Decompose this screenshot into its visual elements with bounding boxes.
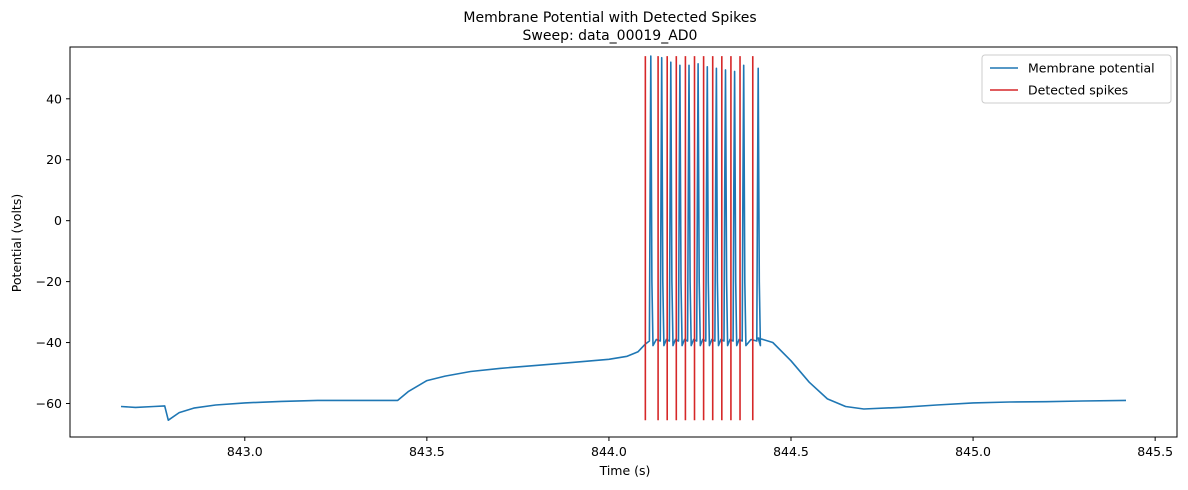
x-tick-label: 845.0	[955, 444, 991, 459]
y-tick-label: 40	[46, 91, 62, 106]
x-axis: 843.0 843.5 844.0 844.5 845.0 845.5	[227, 437, 1173, 459]
x-tick-label: 843.0	[227, 444, 263, 459]
y-tick-label: −60	[36, 396, 62, 411]
membrane-potential-line	[120, 55, 1127, 421]
plot-area	[69, 46, 1178, 438]
y-axis-label: Potential (volts)	[9, 194, 24, 292]
x-tick-label: 844.5	[773, 444, 809, 459]
chart-title: Membrane Potential with Detected Spikes	[463, 10, 756, 26]
legend-label: Membrane potential	[1028, 61, 1155, 76]
legend-box	[981, 54, 1172, 104]
x-axis-label: Time (s)	[599, 463, 651, 478]
x-tick-label: 844.0	[591, 444, 627, 459]
y-tick-label: −40	[36, 335, 62, 350]
y-tick-label: −20	[36, 274, 62, 289]
y-tick-label: 20	[46, 152, 62, 167]
chart-subtitle: Sweep: data_00019_AD0	[523, 28, 698, 44]
y-axis: −60 −40 −20 0 20 40	[36, 91, 70, 411]
y-tick-label: 0	[54, 213, 62, 228]
x-tick-label: 843.5	[409, 444, 445, 459]
plot-frame	[69, 46, 1178, 438]
legend-label: Detected spikes	[1028, 83, 1128, 98]
legend: Membrane potential Detected spikes	[981, 54, 1172, 104]
x-tick-label: 845.5	[1137, 444, 1173, 459]
